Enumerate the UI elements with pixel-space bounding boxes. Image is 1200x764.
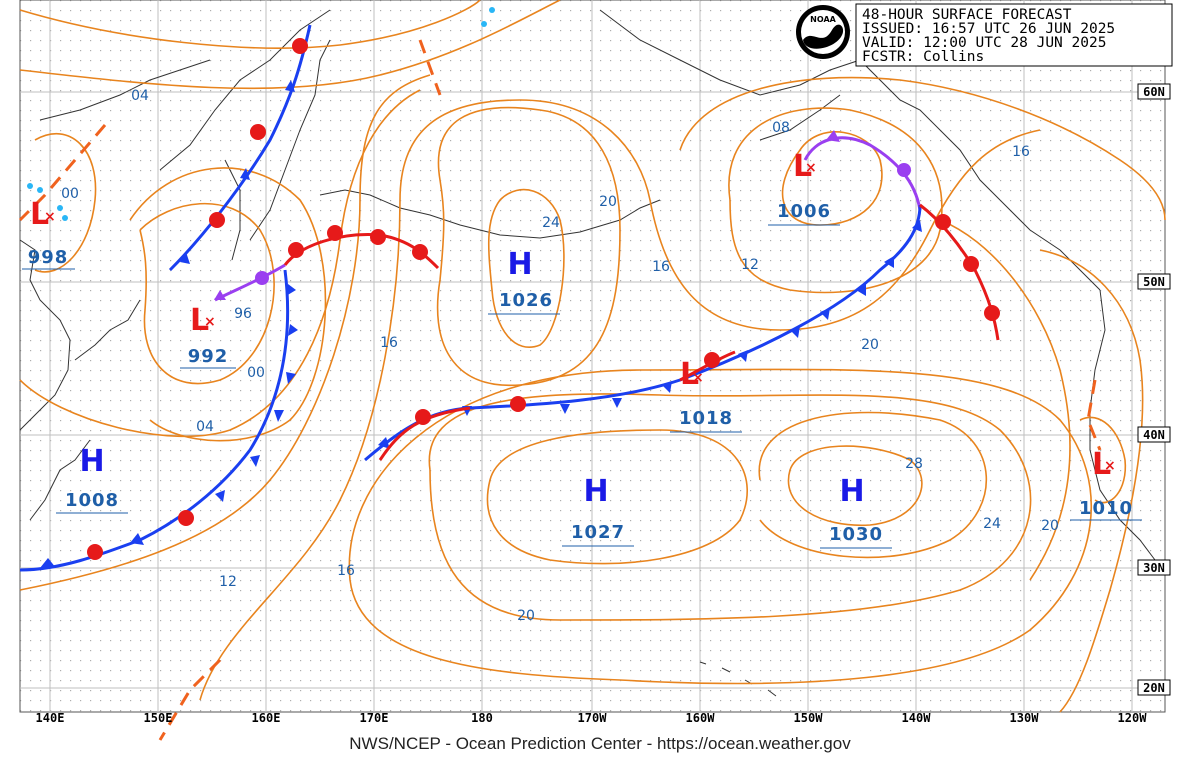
low-center-mark: × bbox=[204, 314, 216, 330]
isobar-label: 12 bbox=[741, 257, 759, 273]
low-center-mark: × bbox=[44, 209, 56, 225]
issued-time: ISSUED: 16:57 UTC 26 JUN 2025 bbox=[862, 21, 1115, 37]
high-pressure-system: H 1027 bbox=[562, 474, 634, 547]
isobar-label: 04 bbox=[131, 88, 149, 104]
low-pressure-system: L × 998 bbox=[22, 197, 75, 270]
pressure-value: 1008 bbox=[65, 490, 119, 511]
lon-label: 180 bbox=[471, 711, 493, 725]
low-pressure-system: L × 1010 bbox=[1070, 447, 1142, 521]
noaa-logo: NOAA bbox=[796, 5, 850, 59]
pressure-value: 1030 bbox=[829, 524, 883, 545]
low-symbol: L bbox=[1092, 447, 1111, 482]
isobar-label: 16 bbox=[380, 335, 398, 351]
low-center-mark: × bbox=[692, 370, 704, 386]
lon-label: 150W bbox=[794, 711, 824, 725]
coastlines bbox=[19, 9, 1166, 697]
isobars bbox=[19, 0, 1166, 713]
lon-label: 150E bbox=[144, 711, 173, 725]
lon-label: 170E bbox=[360, 711, 389, 725]
troughs bbox=[18, 39, 1102, 741]
isobar-label: 28 bbox=[905, 456, 923, 472]
lon-label: 160E bbox=[252, 711, 281, 725]
longitude-labels: 140E 150E 160E 170E 180 170W 160W 150W 1… bbox=[36, 711, 1148, 725]
low-symbol: L bbox=[793, 149, 812, 184]
high-pressure-system: H 1026 bbox=[488, 247, 560, 315]
lon-label: 130W bbox=[1010, 711, 1040, 725]
isobar-label: 20 bbox=[517, 608, 535, 624]
isobar-label: 16 bbox=[337, 563, 355, 579]
low-center-mark: × bbox=[805, 160, 817, 176]
forecaster: FCSTR: Collins bbox=[862, 49, 984, 65]
isobar-label: 16 bbox=[1012, 144, 1030, 160]
isobar-label: 08 bbox=[772, 120, 790, 136]
isobar-label: 20 bbox=[1041, 518, 1059, 534]
footer-credit: NWS/NCEP - Ocean Prediction Center - htt… bbox=[349, 734, 851, 753]
isobar-label: 20 bbox=[861, 337, 879, 353]
lat-label: 30N bbox=[1143, 561, 1165, 575]
cyan-dots bbox=[27, 7, 495, 221]
isobar-labels: 04 00 96 00 04 12 16 16 24 20 16 12 08 1… bbox=[61, 88, 1059, 624]
low-pressure-system: L × 992 bbox=[180, 303, 236, 369]
occluded-front-symbols bbox=[214, 130, 911, 300]
pressure-systems: L × 998 L × 992 H 1008 H 1026 H 1027 bbox=[22, 149, 1142, 549]
low-pressure-system: L × 1006 bbox=[768, 149, 840, 226]
isobar-label: 24 bbox=[983, 516, 1001, 532]
graticule bbox=[20, 0, 1165, 712]
warm-front-bumps bbox=[87, 38, 1000, 560]
lon-label: 140W bbox=[902, 711, 932, 725]
high-symbol: H bbox=[79, 444, 104, 479]
high-symbol: H bbox=[839, 474, 864, 509]
isobar-label: 00 bbox=[247, 365, 265, 381]
pressure-value: 998 bbox=[28, 247, 69, 268]
pressure-value: 1018 bbox=[679, 408, 733, 429]
valid-time: VALID: 12:00 UTC 28 JUN 2025 bbox=[862, 35, 1106, 51]
isobar-label: 20 bbox=[599, 194, 617, 210]
isobar-label: 12 bbox=[219, 574, 237, 590]
low-symbol: L bbox=[190, 303, 209, 338]
high-symbol: H bbox=[583, 474, 608, 509]
pressure-value: 1010 bbox=[1079, 498, 1133, 519]
isobar-label: 96 bbox=[234, 306, 252, 322]
pressure-value: 1027 bbox=[571, 522, 625, 543]
high-symbol: H bbox=[507, 247, 532, 282]
isobar-label: 16 bbox=[652, 259, 670, 275]
isobar-label: 04 bbox=[196, 419, 214, 435]
latitude-labels: 60N 50N 40N 30N 20N bbox=[1137, 83, 1171, 696]
pressure-value: 1006 bbox=[777, 201, 831, 222]
lat-label: 40N bbox=[1143, 428, 1165, 442]
low-symbol: L bbox=[30, 197, 49, 232]
lon-label: 160W bbox=[686, 711, 716, 725]
lat-label: 20N bbox=[1143, 681, 1165, 695]
lon-label: 170W bbox=[578, 711, 608, 725]
low-pressure-system: L × 1018 bbox=[670, 357, 742, 433]
lat-label: 60N bbox=[1143, 85, 1165, 99]
noaa-logo-text: NOAA bbox=[810, 15, 836, 24]
forecast-title: 48-HOUR SURFACE FORECAST bbox=[862, 7, 1072, 23]
isobar-label: 00 bbox=[61, 186, 79, 202]
low-symbol: L bbox=[680, 357, 699, 392]
isobar-label: 24 bbox=[542, 215, 560, 231]
pressure-value: 992 bbox=[188, 346, 229, 367]
high-pressure-system: H 1008 bbox=[56, 444, 128, 514]
high-pressure-system: H 1030 bbox=[820, 474, 892, 549]
lon-label: 120W bbox=[1118, 711, 1148, 725]
lon-label: 140E bbox=[36, 711, 65, 725]
low-center-mark: × bbox=[1104, 458, 1116, 474]
forecast-header: 48-HOUR SURFACE FORECAST ISSUED: 16:57 U… bbox=[855, 3, 1173, 67]
lat-label: 50N bbox=[1143, 275, 1165, 289]
pressure-value: 1026 bbox=[499, 290, 553, 311]
